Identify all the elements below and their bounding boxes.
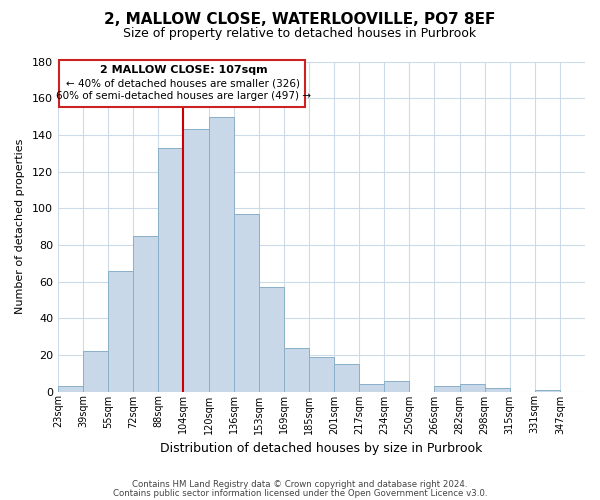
Bar xyxy=(284,348,309,392)
Text: Contains HM Land Registry data © Crown copyright and database right 2024.: Contains HM Land Registry data © Crown c… xyxy=(132,480,468,489)
Text: Contains public sector information licensed under the Open Government Licence v3: Contains public sector information licen… xyxy=(113,488,487,498)
Bar xyxy=(108,270,133,392)
Text: 60% of semi-detached houses are larger (497) →: 60% of semi-detached houses are larger (… xyxy=(56,91,311,101)
Bar xyxy=(384,380,409,392)
Bar xyxy=(309,356,334,392)
Bar xyxy=(485,388,510,392)
Bar xyxy=(359,384,384,392)
Text: Size of property relative to detached houses in Purbrook: Size of property relative to detached ho… xyxy=(124,28,476,40)
Bar xyxy=(184,130,209,392)
Bar xyxy=(259,287,284,392)
Y-axis label: Number of detached properties: Number of detached properties xyxy=(15,139,25,314)
Bar xyxy=(133,236,158,392)
Text: 2 MALLOW CLOSE: 107sqm: 2 MALLOW CLOSE: 107sqm xyxy=(100,65,267,75)
Bar xyxy=(233,214,259,392)
Bar xyxy=(434,386,460,392)
X-axis label: Distribution of detached houses by size in Purbrook: Distribution of detached houses by size … xyxy=(160,442,482,455)
FancyBboxPatch shape xyxy=(59,60,305,108)
Bar xyxy=(158,148,184,392)
Bar xyxy=(209,116,233,392)
Bar xyxy=(334,364,359,392)
Bar xyxy=(460,384,485,392)
Text: ← 40% of detached houses are smaller (326): ← 40% of detached houses are smaller (32… xyxy=(67,78,301,88)
Bar xyxy=(535,390,560,392)
Text: 2, MALLOW CLOSE, WATERLOOVILLE, PO7 8EF: 2, MALLOW CLOSE, WATERLOOVILLE, PO7 8EF xyxy=(104,12,496,28)
Bar xyxy=(58,386,83,392)
Bar xyxy=(83,351,108,392)
